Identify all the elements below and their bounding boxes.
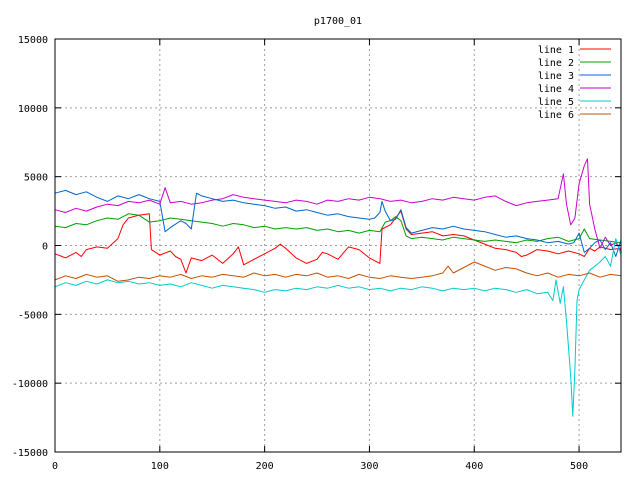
series-line-3	[54, 189, 622, 257]
legend-label-5: line 5	[538, 97, 574, 108]
series-lines	[54, 158, 622, 417]
x-tick-label: 300	[360, 461, 378, 472]
legend-label-3: line 3	[538, 71, 574, 82]
series-line-6	[54, 261, 622, 282]
x-tick-label: 0	[52, 461, 58, 472]
legend-label-2: line 2	[538, 58, 574, 69]
x-tick-label: 500	[570, 461, 588, 472]
legend: line 1 line 2 line 3 line 4 line 5 line 6	[538, 45, 611, 121]
x-tick-label: 100	[151, 461, 169, 472]
y-tick-label: -15000	[12, 448, 48, 459]
y-tick-label: -10000	[12, 379, 48, 390]
x-tick-label: 200	[256, 461, 274, 472]
series-line-5	[54, 238, 622, 417]
x-tick-label: 400	[465, 461, 483, 472]
y-tick-label: 5000	[24, 173, 48, 184]
series-line-2	[54, 213, 622, 244]
series-line-1	[54, 210, 622, 274]
axis-ticks: 0 100 200 300 400 500 -15000 -10000 -5000 0 5000 10…	[12, 35, 621, 472]
y-tick-label: 0	[42, 242, 48, 253]
legend-label-6: line 6	[538, 110, 574, 121]
series-line-4	[54, 158, 622, 252]
y-tick-label: 10000	[18, 104, 48, 115]
y-tick-label: -5000	[18, 310, 48, 321]
y-tick-label: 15000	[18, 35, 48, 46]
grid	[55, 39, 621, 452]
legend-label-4: line 4	[538, 84, 574, 95]
legend-label-1: line 1	[538, 45, 574, 56]
chart-title: p1700_01	[314, 16, 362, 27]
